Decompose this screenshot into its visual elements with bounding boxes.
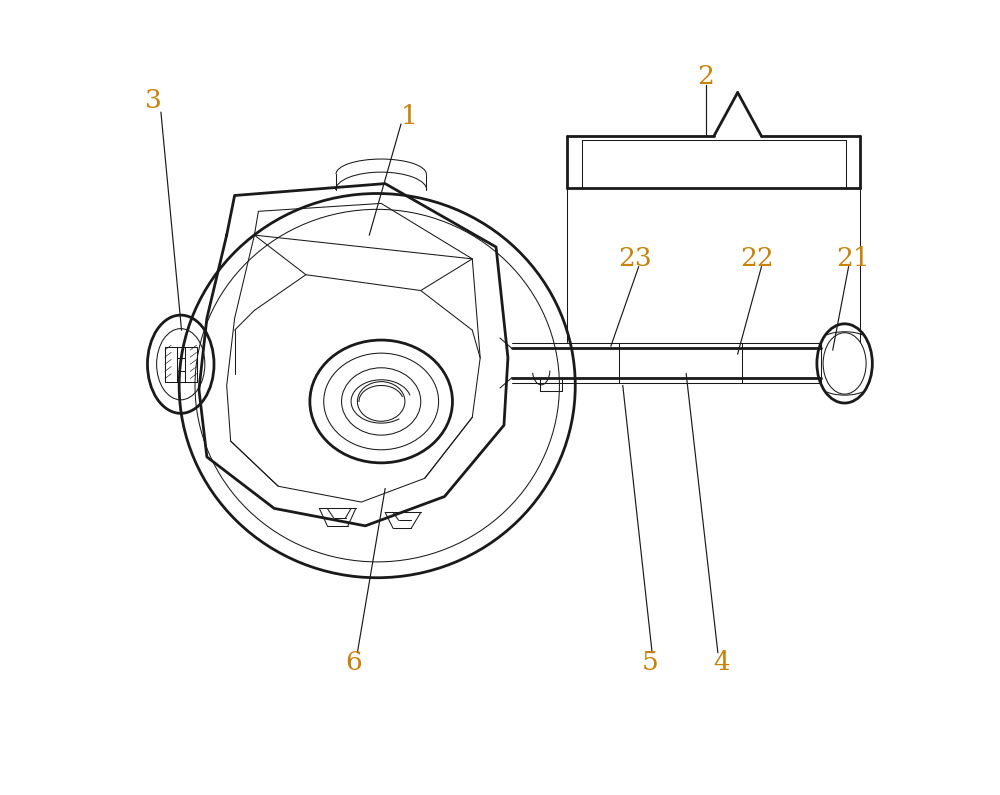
Text: 3: 3: [145, 88, 161, 113]
Text: 23: 23: [618, 246, 652, 271]
Text: 22: 22: [741, 246, 774, 271]
Text: 4: 4: [713, 650, 730, 676]
Text: 21: 21: [836, 246, 869, 271]
Text: 6: 6: [345, 650, 362, 676]
Text: 5: 5: [642, 650, 659, 676]
Text: 2: 2: [698, 64, 714, 89]
Text: 1: 1: [401, 104, 417, 129]
